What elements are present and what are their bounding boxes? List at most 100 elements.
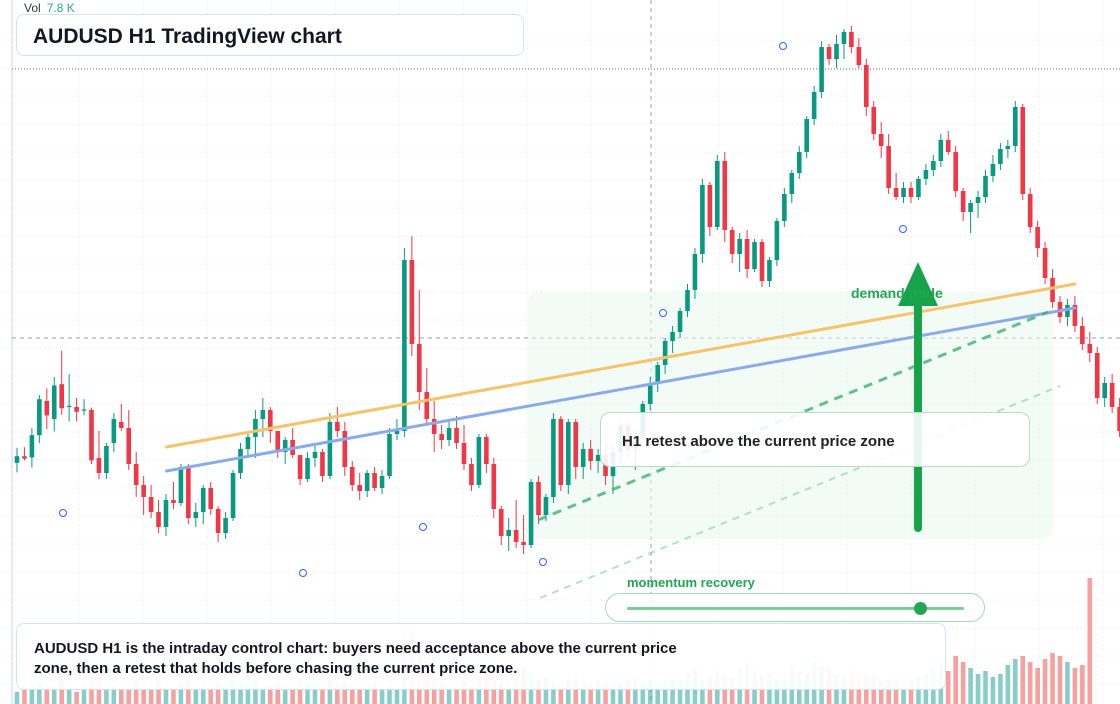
volume-label: Vol: [24, 1, 41, 15]
candle-body: [409, 260, 415, 344]
candle-body: [1117, 407, 1120, 431]
candle-body: [752, 242, 757, 269]
volume-bar: [253, 680, 258, 704]
volume-bar: [707, 677, 713, 704]
candle-body: [186, 467, 191, 518]
volume-bar: [89, 677, 94, 704]
candle-body: [968, 203, 973, 212]
candle-body: [461, 443, 467, 464]
volume-bar: [357, 689, 362, 704]
candle-body: [536, 482, 541, 515]
candle-body: [558, 419, 564, 485]
retest-callout: H1 retest above the current price zone: [600, 412, 1030, 467]
candle-body: [14, 456, 20, 463]
candle-body: [722, 161, 728, 230]
volume-bar: [782, 677, 787, 704]
candle-body: [364, 473, 370, 491]
volume-bar: [1027, 662, 1033, 704]
volume-bar: [119, 689, 124, 704]
candle-body: [744, 239, 750, 269]
volume-bar: [580, 683, 586, 704]
candle-body: [707, 185, 713, 227]
candle-body: [282, 440, 288, 452]
volume-bar: [864, 677, 869, 704]
volume-bar: [186, 680, 191, 704]
candle-body: [580, 449, 586, 467]
volume-bar: [901, 686, 906, 704]
candle-body: [66, 405, 72, 407]
volume-bar: [141, 686, 146, 704]
volume-bar: [342, 683, 348, 704]
candle-body: [394, 431, 400, 434]
green-dashed-trend-lower: [539, 385, 1061, 599]
candle-body: [945, 140, 951, 152]
candle-body: [573, 422, 579, 467]
candle-body: [647, 383, 653, 404]
candle-body: [953, 152, 958, 191]
candle-body: [484, 437, 489, 464]
volume-bar: [387, 686, 392, 704]
volume-bar: [148, 689, 154, 704]
volume-bar: [156, 677, 161, 704]
volume-bar: [700, 680, 705, 704]
candle-body: [662, 341, 668, 365]
volume-bar: [841, 677, 847, 704]
volume-bar: [633, 677, 638, 704]
volume-bar: [625, 680, 631, 704]
candle-body: [215, 509, 221, 533]
volume-bar: [230, 680, 236, 704]
candle-body: [789, 173, 795, 194]
candle-body: [238, 449, 243, 473]
volume-bar: [1020, 656, 1026, 704]
demand-trade-label: demand trade: [851, 285, 943, 301]
event-marker: [299, 569, 307, 577]
volume-bar: [990, 677, 996, 704]
candle-body: [655, 365, 660, 383]
candle-body: [521, 542, 526, 545]
candle-body: [796, 152, 802, 173]
volume-bar: [1013, 659, 1018, 704]
candlesticks: [14, 26, 1120, 554]
candle-body: [81, 409, 87, 411]
volume-bar: [178, 683, 184, 704]
volume-bar: [51, 686, 57, 704]
candle-body: [774, 221, 780, 260]
candle-body: [22, 456, 27, 459]
momentum-meter: [605, 593, 985, 622]
candle-body: [1102, 383, 1107, 398]
volume-bar: [513, 677, 519, 704]
volume-bar: [618, 683, 623, 704]
candle-body: [1020, 107, 1026, 194]
volume-bar: [44, 689, 50, 704]
volume-bar: [297, 677, 303, 704]
candle-body: [923, 170, 929, 179]
volume-bar: [491, 680, 497, 704]
title-card: AUDUSD H1 TradingView chart: [16, 14, 524, 56]
event-marker: [779, 42, 787, 50]
volume-bar: [945, 671, 951, 704]
candle-body: [126, 428, 132, 464]
momentum-knob: [913, 602, 927, 615]
volume-bar: [774, 680, 780, 704]
volume-bar: [312, 686, 318, 704]
candle-body: [148, 497, 154, 512]
volume-bar: [1080, 665, 1085, 704]
candle-body: [268, 410, 273, 431]
candle-body: [819, 47, 824, 92]
volume-bar: [111, 686, 117, 704]
candle-body: [178, 467, 184, 503]
candle-body: [111, 419, 117, 443]
candle-body: [938, 140, 944, 161]
volume-bar: [640, 683, 646, 704]
candle-body: [424, 392, 430, 419]
candle-body: [349, 467, 355, 485]
volume-bar: [595, 680, 601, 704]
volume-bar: [543, 677, 549, 704]
candle-body: [871, 107, 877, 134]
candle-body: [901, 188, 906, 197]
candle-body: [1080, 326, 1085, 344]
candle-body: [491, 464, 497, 509]
candle-body: [431, 419, 437, 434]
volume-bar: [372, 683, 377, 704]
volume-bar: [349, 686, 355, 704]
